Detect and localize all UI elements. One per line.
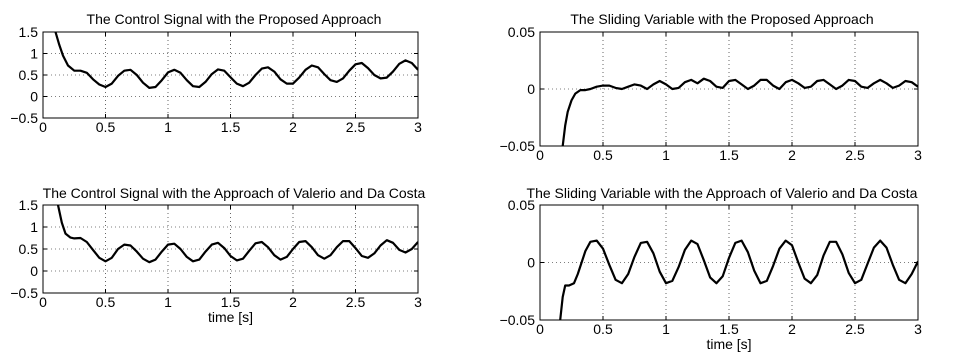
x-tick-label: 2	[289, 294, 297, 310]
x-tick-label: 1.5	[719, 147, 739, 163]
y-tick-label: −0.05	[500, 138, 536, 154]
x-tick-label: 2	[788, 321, 796, 337]
y-tick-label: 0.05	[508, 197, 535, 213]
y-tick-label: 0	[30, 89, 38, 105]
x-tick-label: 3	[414, 294, 422, 310]
x-axis-label: time [s]	[706, 336, 751, 352]
x-tick-label: 0	[39, 119, 47, 135]
series-line	[54, 32, 418, 89]
x-tick-label: 0.5	[96, 119, 116, 135]
x-tick-label: 0.5	[96, 294, 116, 310]
y-tick-label: 1	[30, 46, 38, 62]
x-tick-label: 0	[536, 321, 544, 337]
x-tick-label: 1.5	[221, 294, 241, 310]
x-tick-label: 1	[662, 321, 670, 337]
y-tick-label: 1	[30, 219, 38, 235]
subplot-4: The Sliding Variable with the Approach o…	[500, 185, 923, 352]
x-tick-label: 3	[414, 119, 422, 135]
plot-title: The Sliding Variable with the Proposed A…	[570, 11, 873, 27]
x-tick-label: 1.5	[719, 321, 739, 337]
plot-title: The Sliding Variable with the Approach o…	[527, 185, 918, 201]
x-tick-label: 1	[164, 119, 172, 135]
subplot-1: The Control Signal with the Proposed App…	[10, 11, 422, 135]
y-tick-label: −0.5	[10, 285, 38, 301]
y-tick-label: −0.05	[500, 312, 536, 328]
subplot-2: The Sliding Variable with the Proposed A…	[500, 11, 923, 163]
subplot-3: The Control Signal with the Approach of …	[10, 185, 425, 325]
x-tick-label: 1	[662, 147, 670, 163]
x-tick-label: 2.5	[845, 321, 865, 337]
y-tick-label: 0.05	[508, 24, 535, 40]
plot-title: The Control Signal with the Proposed App…	[87, 11, 382, 27]
series-line	[559, 239, 918, 320]
x-tick-label: 1	[164, 294, 172, 310]
x-tick-label: 0.5	[593, 321, 613, 337]
x-tick-label: 3	[914, 147, 922, 163]
y-tick-label: 1.5	[19, 24, 39, 40]
series-line	[561, 77, 918, 146]
x-tick-label: 2	[289, 119, 297, 135]
x-tick-label: 0	[536, 147, 544, 163]
x-tick-label: 2.5	[346, 119, 366, 135]
y-tick-label: 1.5	[19, 197, 39, 213]
x-tick-label: 2	[788, 147, 796, 163]
y-tick-label: 0.5	[19, 241, 39, 257]
x-tick-label: 2.5	[845, 147, 865, 163]
plot-title: The Control Signal with the Approach of …	[43, 185, 426, 201]
y-tick-label: −0.5	[10, 110, 38, 126]
x-tick-label: 0	[39, 294, 47, 310]
x-tick-label: 1.5	[221, 119, 241, 135]
x-tick-label: 0.5	[593, 147, 613, 163]
y-tick-label: 0	[30, 263, 38, 279]
x-tick-label: 2.5	[346, 294, 366, 310]
x-axis-label: time [s]	[208, 309, 253, 325]
x-tick-label: 3	[914, 321, 922, 337]
y-tick-label: 0.5	[19, 67, 39, 83]
y-tick-label: 0	[527, 81, 535, 97]
series-line	[56, 205, 418, 264]
y-tick-label: 0	[527, 255, 535, 271]
